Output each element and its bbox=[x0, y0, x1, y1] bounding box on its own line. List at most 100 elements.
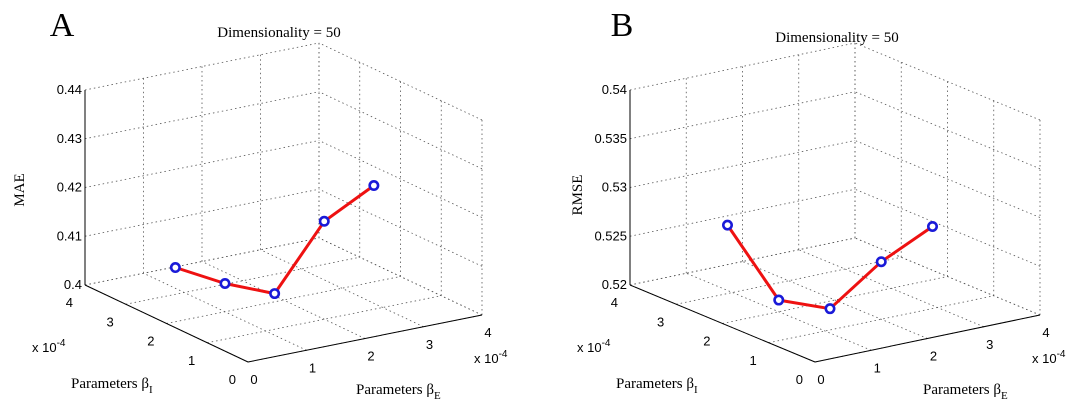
data-point-marker bbox=[318, 215, 330, 227]
panel-letter: A bbox=[50, 7, 75, 44]
x-exponent-base: x 10 bbox=[474, 351, 499, 366]
z-tick-label: 0.42 bbox=[57, 180, 82, 195]
y-exponent-power: -4 bbox=[602, 338, 611, 349]
back-wall-grid-z bbox=[84, 42, 320, 91]
floor-grid-x bbox=[318, 237, 483, 316]
side-wall-grid-z bbox=[854, 188, 1041, 267]
x-tick-label: 2 bbox=[930, 349, 937, 364]
floor-grid-y bbox=[207, 295, 442, 344]
back-wall-grid-z bbox=[84, 91, 320, 140]
z-tick-label: 0.535 bbox=[594, 131, 627, 146]
data-point-marker bbox=[219, 277, 231, 289]
z-axis-label: RMSE bbox=[570, 175, 586, 216]
z-tick-label: 0.52 bbox=[602, 277, 627, 292]
chart-title: Dimensionality = 50 bbox=[217, 25, 340, 41]
floor-grid-x bbox=[201, 261, 366, 339]
panel-letter: B bbox=[611, 7, 634, 44]
x-tick-label: 4 bbox=[1042, 325, 1049, 340]
data-point-marker bbox=[926, 220, 938, 232]
back-wall-grid-z bbox=[84, 140, 320, 188]
x-tick-label: 0 bbox=[250, 372, 257, 387]
series-line bbox=[174, 184, 375, 296]
y-axis-label-subscript: I bbox=[694, 384, 698, 396]
y-exponent-base: x 10 bbox=[577, 340, 602, 355]
floor-grid-y bbox=[84, 237, 320, 286]
z-tick-label: 0.44 bbox=[57, 82, 82, 97]
y-axis-label: Parameters βI bbox=[616, 376, 698, 396]
data-point-marker bbox=[368, 180, 380, 192]
y-axis-label-main: Parameters β bbox=[71, 376, 149, 392]
y-tick-label: 0 bbox=[229, 372, 236, 387]
y-tick-label: 0 bbox=[796, 372, 803, 387]
y-tick-label: 2 bbox=[147, 334, 154, 349]
data-point-marker bbox=[269, 288, 281, 300]
x-exponent-base: x 10 bbox=[1032, 351, 1057, 366]
chart-panel-b: B Dimensionality = 50 0 1 2 3 4 0 1 2 3 4 0.52 0.525 0… bbox=[570, 7, 1066, 402]
x-exponent-power: -4 bbox=[499, 349, 508, 360]
chart-panel-a: A Dimensionality = 50 0 1 2 3 4 0 1 2 3 4 0.4 0.41 0.4… bbox=[12, 7, 508, 402]
x-tick-label: 2 bbox=[367, 349, 374, 364]
side-wall-grid-z bbox=[854, 91, 1041, 170]
y-tick-label: 3 bbox=[107, 314, 114, 329]
series-line bbox=[726, 224, 934, 311]
data-point-marker bbox=[169, 262, 181, 274]
x-axis-label-main: Parameters β bbox=[356, 382, 434, 398]
y-axis-line bbox=[629, 284, 816, 363]
side-wall-grid-z bbox=[854, 140, 1041, 218]
y-tick-label: 1 bbox=[188, 353, 195, 368]
y-exponent-label: x 10-4 bbox=[32, 338, 66, 355]
floor-grid-x bbox=[686, 272, 872, 351]
side-wall-grid-z bbox=[318, 42, 483, 121]
data-point-marker bbox=[875, 256, 887, 268]
y-tick-label: 1 bbox=[750, 353, 757, 368]
side-wall-grid-z bbox=[318, 188, 483, 267]
y-tick-label: 2 bbox=[703, 334, 710, 349]
side-wall-grid-z bbox=[318, 140, 483, 218]
x-axis-label: Parameters βE bbox=[923, 382, 1008, 402]
x-exponent-label: x 10-4 bbox=[1032, 349, 1066, 366]
side-wall-grid-z bbox=[854, 42, 1041, 121]
y-axis-label: Parameters βI bbox=[71, 376, 153, 396]
y-exponent-label: x 10-4 bbox=[577, 338, 611, 355]
x-tick-label: 4 bbox=[484, 325, 491, 340]
x-exponent-power: -4 bbox=[1057, 349, 1066, 360]
floor-grid-y bbox=[125, 256, 360, 305]
z-tick-label: 0.525 bbox=[594, 228, 627, 243]
floor-grid-x bbox=[742, 261, 928, 339]
y-tick-label: 4 bbox=[611, 295, 618, 310]
data-point-marker bbox=[773, 294, 785, 306]
z-tick-label: 0.4 bbox=[64, 277, 82, 292]
x-exponent-label: x 10-4 bbox=[474, 349, 508, 366]
x-axis-label: Parameters βE bbox=[356, 382, 441, 402]
x-axis-line bbox=[247, 314, 483, 363]
x-axis-label-subscript: E bbox=[1001, 390, 1008, 402]
y-exponent-base: x 10 bbox=[32, 340, 57, 355]
z-axis-label: MAE bbox=[12, 173, 28, 206]
x-tick-label: 1 bbox=[874, 360, 881, 375]
chart-title: Dimensionality = 50 bbox=[775, 30, 898, 46]
z-tick-label: 0.54 bbox=[602, 82, 627, 97]
x-tick-label: 3 bbox=[426, 337, 433, 352]
z-tick-label: 0.53 bbox=[602, 180, 627, 195]
y-tick-label: 3 bbox=[657, 314, 664, 329]
back-wall-grid-z bbox=[84, 188, 320, 237]
y-axis-label-subscript: I bbox=[149, 384, 153, 396]
floor-grid-x bbox=[798, 249, 984, 328]
y-axis-label-main: Parameters β bbox=[616, 376, 694, 392]
z-tick-label: 0.41 bbox=[57, 228, 82, 243]
x-axis-label-main: Parameters β bbox=[923, 382, 1001, 398]
x-tick-label: 0 bbox=[817, 372, 824, 387]
x-axis-label-subscript: E bbox=[434, 390, 441, 402]
x-tick-label: 1 bbox=[309, 360, 316, 375]
floor-grid-y bbox=[166, 276, 401, 324]
z-tick-label: 0.43 bbox=[57, 131, 82, 146]
x-axis-line bbox=[814, 314, 1041, 363]
floor-grid-x bbox=[854, 237, 1041, 316]
data-point-marker bbox=[721, 219, 733, 231]
y-tick-label: 4 bbox=[66, 295, 73, 310]
floor-grid-x bbox=[260, 249, 424, 328]
data-point-marker bbox=[824, 303, 836, 315]
y-axis-line bbox=[84, 284, 249, 363]
side-wall-grid-z bbox=[318, 91, 483, 170]
